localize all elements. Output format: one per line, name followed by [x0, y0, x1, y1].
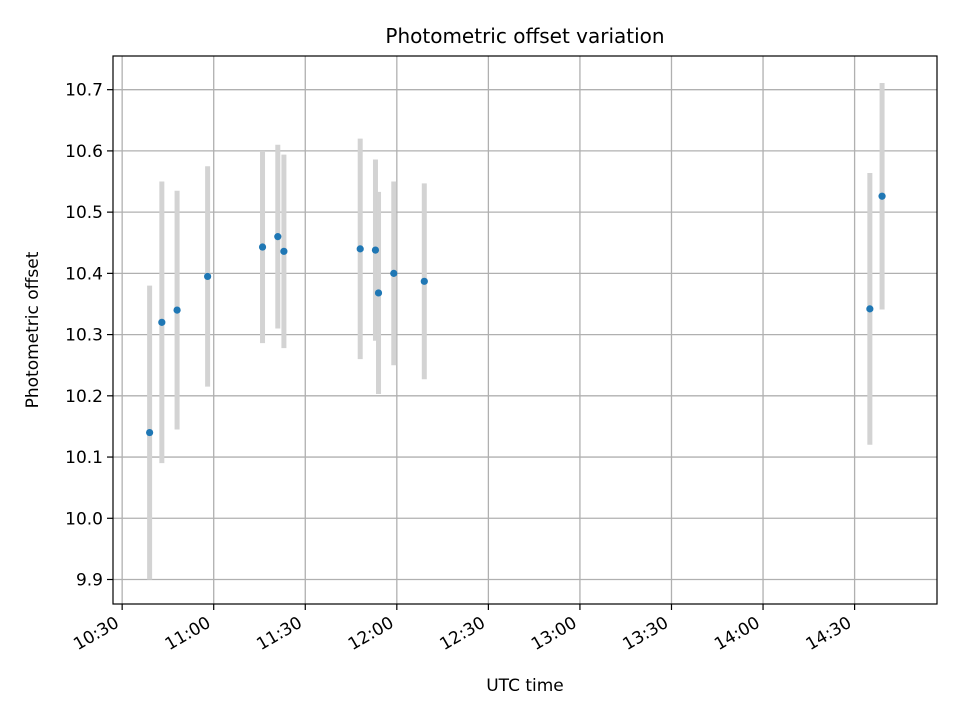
data-point	[280, 247, 288, 255]
data-point	[204, 272, 212, 281]
data-point	[356, 245, 364, 253]
x-axis-title: UTC time	[486, 676, 564, 696]
y-tick-label: 10.2	[65, 387, 103, 407]
data-point	[374, 289, 383, 297]
y-tick-label: 10.6	[65, 142, 103, 162]
data-point	[420, 277, 428, 285]
plot-frame	[112, 55, 938, 605]
chart-title: Photometric offset variation	[385, 24, 664, 48]
y-axis-title: Photometric offset	[23, 251, 43, 408]
y-tick-label: 10.3	[65, 326, 103, 346]
data-point	[866, 305, 874, 313]
data-point	[274, 233, 282, 241]
data-point	[258, 243, 267, 251]
data-point	[390, 269, 398, 277]
y-tick-label: 10.5	[65, 203, 103, 223]
y-axis: 9.9 10.0 10.1 10.2 10.3 10.4 10.5 10.6 10.7	[65, 81, 113, 591]
data-points	[146, 192, 886, 437]
y-tick-label: 10.7	[65, 81, 103, 101]
grid	[113, 56, 937, 604]
y-tick-label: 9.9	[76, 571, 103, 591]
data-point	[146, 428, 154, 437]
data-point	[173, 306, 181, 314]
y-tick-label: 10.0	[65, 509, 103, 529]
data-point	[158, 318, 166, 326]
y-tick-label: 10.1	[65, 448, 103, 468]
y-tick-label: 10.4	[65, 264, 103, 284]
data-point	[371, 246, 380, 254]
data-point	[878, 192, 886, 200]
